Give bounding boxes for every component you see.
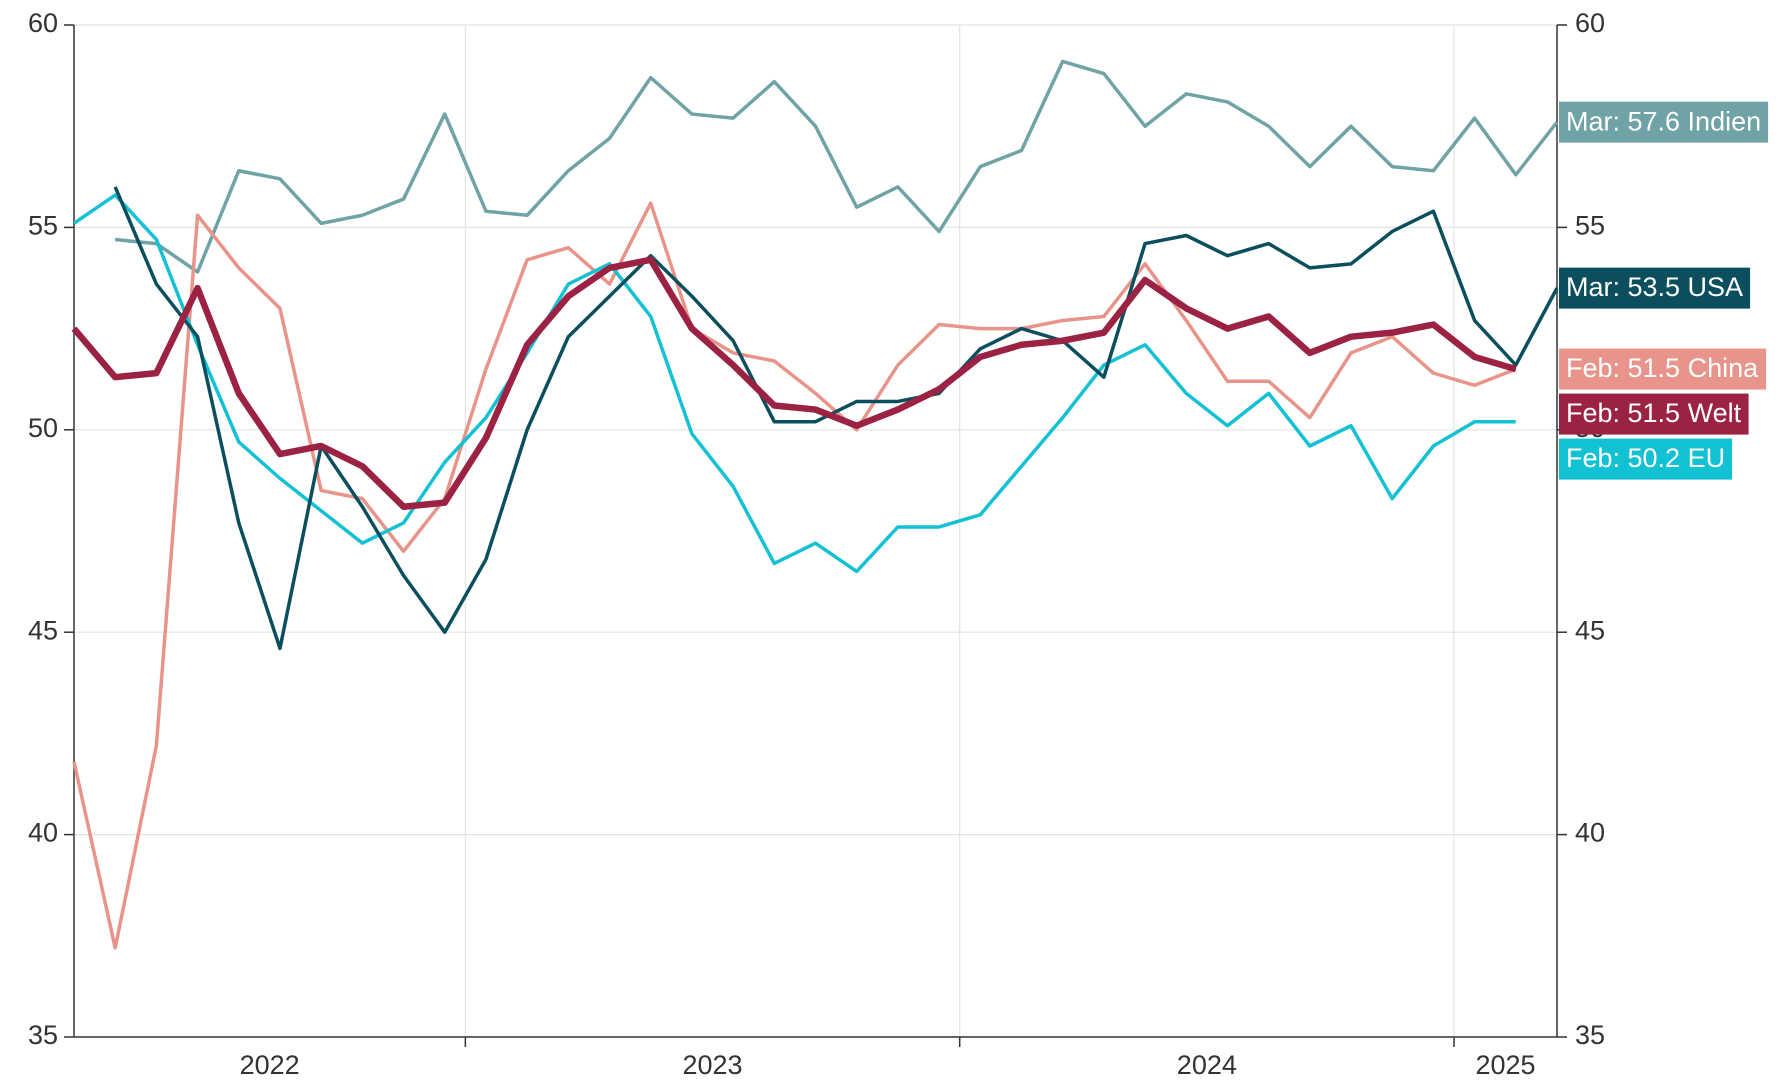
x-tick-label: 2022 — [240, 1050, 300, 1080]
end-label: Mar: 57.6 Indien — [1559, 101, 1769, 143]
end-label: Feb: 51.5 Welt — [1559, 393, 1749, 435]
y2-tick-label: 45 — [1575, 615, 1605, 645]
series-line — [113, 186, 1559, 651]
y2-tick-label: 55 — [1575, 211, 1605, 241]
y-tick-label: 40 — [28, 818, 58, 848]
end-label-text: Feb: 51.5 Welt — [1566, 398, 1742, 428]
end-label: Mar: 53.5 USA — [1559, 267, 1751, 309]
end-label-box — [1559, 438, 1733, 480]
series-line — [73, 193, 1516, 574]
y-tick-label: 45 — [28, 615, 58, 645]
y2-tick-label: 40 — [1575, 818, 1605, 848]
y-tick-label: 35 — [28, 1020, 58, 1050]
series-line — [115, 59, 1559, 274]
y-tick-label: 60 — [28, 8, 58, 38]
end-label: Feb: 51.5 China — [1559, 348, 1767, 390]
y2-tick-label: 35 — [1575, 1020, 1605, 1050]
x-tick-label: 2025 — [1475, 1050, 1535, 1080]
end-label-text: Feb: 50.2 EU — [1566, 443, 1725, 473]
end-label-text: Mar: 57.6 Indien — [1566, 106, 1761, 136]
end-label-text: Feb: 51.5 China — [1566, 353, 1759, 383]
x-tick-label: 2024 — [1177, 1050, 1237, 1080]
y2-tick-label: 60 — [1575, 8, 1605, 38]
end-label-box — [1559, 348, 1767, 390]
series-line — [72, 201, 1517, 950]
end-label-box — [1559, 101, 1769, 143]
end-label-box — [1559, 267, 1751, 309]
y-tick-label: 55 — [28, 211, 58, 241]
end-label-text: Mar: 53.5 USA — [1566, 272, 1743, 302]
end-label: Feb: 50.2 EU — [1559, 438, 1733, 480]
series-line — [71, 256, 1517, 510]
y-tick-label: 50 — [28, 413, 58, 443]
end-label-box — [1559, 393, 1749, 435]
x-tick-label: 2023 — [682, 1050, 742, 1080]
